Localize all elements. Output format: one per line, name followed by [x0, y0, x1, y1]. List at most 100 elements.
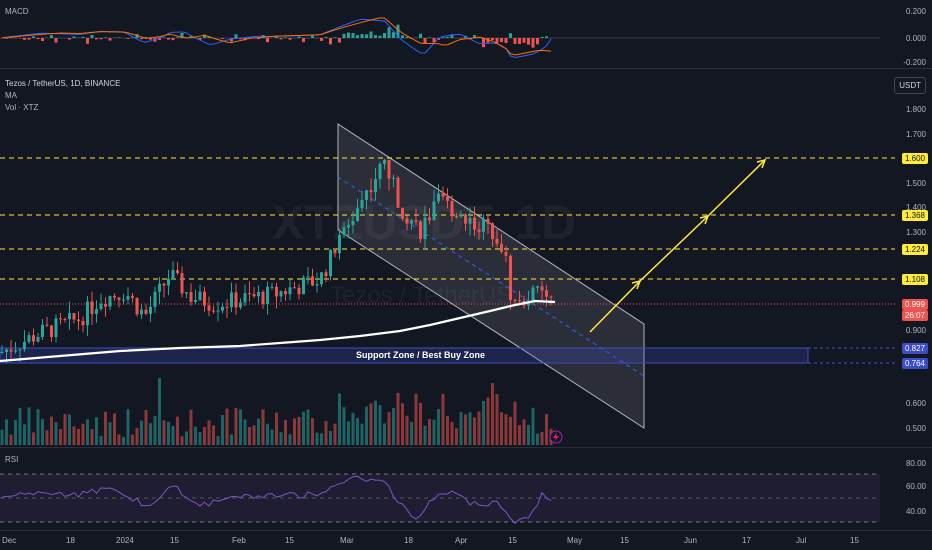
macd-histogram-bar	[41, 38, 44, 42]
candle-body	[176, 270, 179, 274]
candle-body	[279, 291, 283, 297]
macd-histogram-bar	[207, 36, 211, 38]
macd-histogram-bar	[32, 36, 35, 38]
candle-body	[351, 220, 355, 226]
volume-bar	[131, 434, 134, 445]
macd-histogram-bar	[369, 31, 373, 38]
support-high-tag: 0.827	[901, 343, 928, 354]
currency-button[interactable]: USDT	[894, 77, 926, 94]
scale-1700: 1.700	[905, 130, 926, 139]
macd-pane[interactable]	[0, 0, 932, 69]
macd-histogram-bar	[72, 36, 76, 38]
candle-body	[5, 349, 8, 352]
macd-histogram-bar	[297, 36, 301, 38]
candle-body	[180, 273, 184, 294]
macd-histogram-bar	[374, 35, 377, 38]
volume-bar	[176, 416, 179, 445]
macd-histogram-bar	[9, 37, 13, 38]
macd-scale-2: -0.200	[903, 58, 926, 67]
candle-body	[329, 249, 332, 277]
x-label-dec: Dec	[2, 536, 17, 545]
candle-body	[410, 220, 413, 224]
descending-channel	[337, 123, 645, 429]
macd-histogram-bar	[396, 24, 400, 38]
macd-histogram-bar	[302, 38, 305, 43]
candle-body	[18, 349, 22, 351]
candle-body	[437, 193, 440, 202]
volume-bar	[419, 402, 422, 445]
volume-bar	[140, 420, 143, 445]
macd-histogram-bar	[405, 36, 409, 38]
volume-bar	[410, 422, 413, 445]
candle-body	[311, 276, 314, 286]
candle-body	[32, 335, 35, 342]
macd-histogram-bar	[446, 36, 449, 38]
candle-body	[360, 199, 364, 209]
volume-bar	[234, 408, 238, 445]
volume-bar	[216, 436, 220, 445]
candle-body	[540, 286, 544, 291]
macd-histogram-bar	[387, 27, 391, 38]
volume-bar	[482, 400, 485, 445]
x-label-may: May	[567, 536, 583, 545]
candle-body	[216, 310, 220, 312]
volume-bar	[5, 419, 8, 445]
volume-bar	[212, 425, 215, 445]
x-label-apr: Apr	[455, 536, 468, 545]
candle-body	[302, 277, 305, 295]
volume-bar	[153, 415, 157, 445]
volume-bar	[374, 400, 377, 445]
candle-body	[432, 201, 436, 221]
volume-bar	[428, 419, 431, 445]
volume-bar	[95, 417, 98, 445]
volume-bar	[275, 412, 278, 445]
macd-histogram-bar	[144, 37, 148, 38]
volume-bar	[257, 418, 260, 445]
candle-body	[203, 291, 206, 306]
support-zone	[0, 347, 809, 364]
volume-bar	[23, 424, 26, 445]
macd-histogram-bar	[239, 38, 242, 40]
macd-histogram-bar	[392, 32, 395, 38]
candle-body	[450, 200, 454, 217]
candle-body	[306, 276, 310, 278]
volume-bar	[45, 430, 49, 445]
candle-body	[221, 306, 224, 311]
volume-bar	[473, 417, 476, 445]
volume-bar	[167, 421, 170, 445]
macd-histogram-bar	[153, 38, 157, 42]
macd-histogram-bar	[27, 38, 31, 40]
candle-body	[257, 291, 260, 297]
volume-bar	[32, 432, 35, 445]
macd-histogram-bar	[54, 38, 58, 43]
volume-bar	[324, 421, 328, 445]
candle-body	[95, 309, 98, 315]
candle-body	[50, 325, 53, 337]
candle-body	[167, 278, 170, 286]
volume-bar	[315, 432, 319, 445]
main-chart-pane[interactable]	[0, 69, 932, 448]
scale-0500: 0.500	[905, 424, 926, 433]
volume-bar	[522, 419, 526, 445]
candle-body	[333, 249, 337, 254]
volume-bar	[171, 425, 175, 445]
candle-body	[320, 272, 323, 285]
macd-histogram-bar	[279, 38, 283, 40]
volume-bar	[14, 420, 17, 445]
candle-body	[243, 293, 247, 303]
candle-body	[491, 223, 494, 240]
macd-histogram-bar	[347, 32, 350, 38]
candle-body	[99, 303, 103, 310]
macd-histogram-bar	[536, 38, 539, 45]
candle-body	[401, 207, 404, 219]
rsi-pane[interactable]	[0, 448, 932, 531]
candle-body	[194, 300, 197, 302]
volume-bar	[509, 416, 512, 445]
candle-body	[122, 299, 125, 301]
candle-body	[135, 297, 139, 315]
volume-bar	[365, 406, 368, 445]
candle-body	[248, 293, 251, 295]
volume-bar	[432, 419, 436, 445]
x-label-mar: Mar	[340, 536, 354, 545]
